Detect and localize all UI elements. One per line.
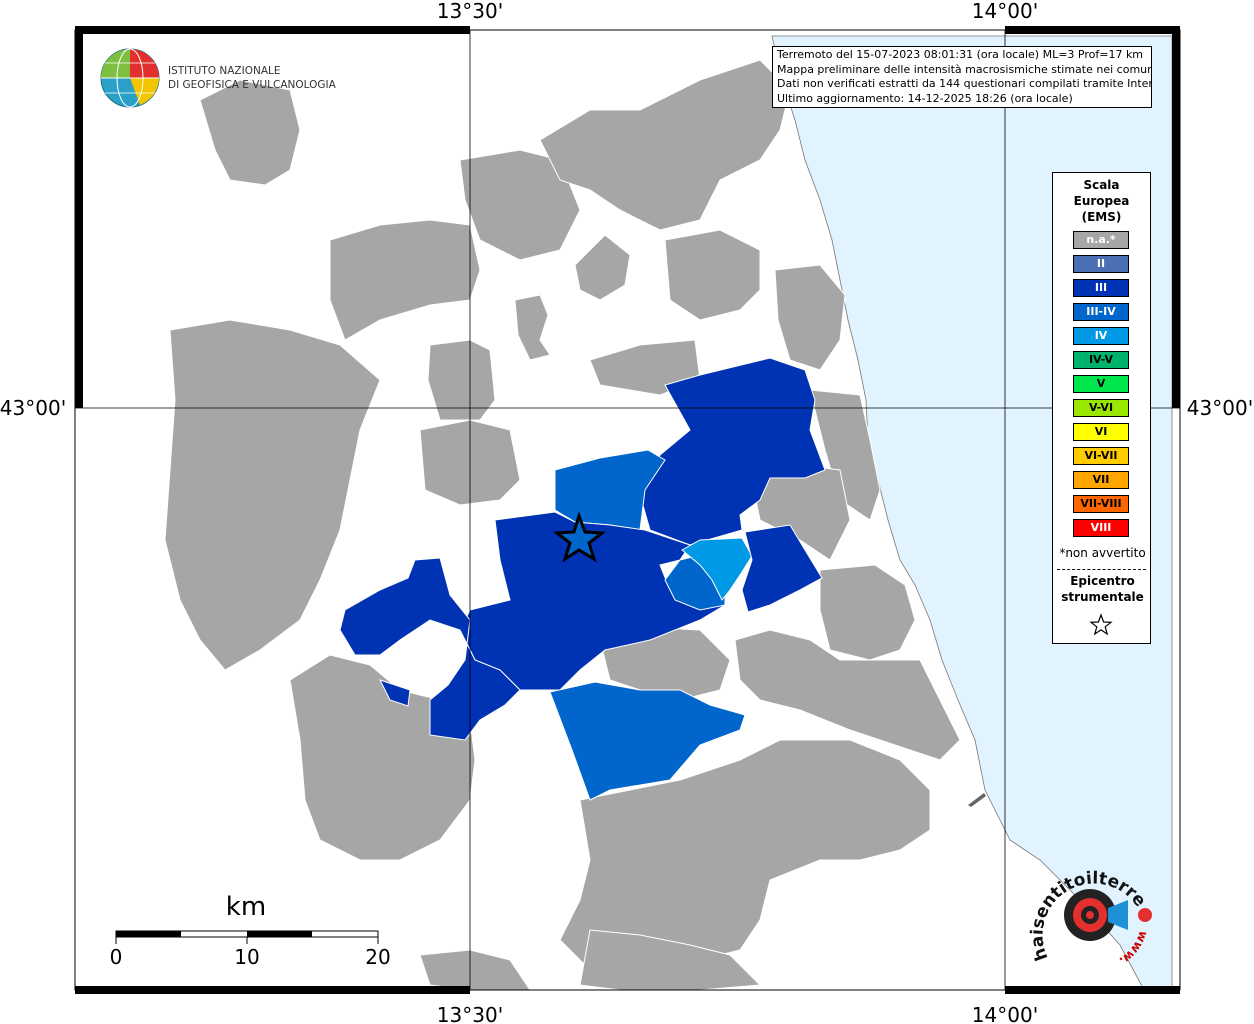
legend-item: IV-V — [1073, 351, 1129, 369]
legend-item: VIII — [1073, 519, 1129, 537]
lon-label-top-right: 14°00' — [972, 0, 1038, 23]
legend-item: IV — [1073, 327, 1129, 345]
legend-item: VII-VIII — [1073, 495, 1129, 513]
legend-epicenter-label: Epicentro strumentale — [1053, 573, 1152, 605]
ems-legend: Scala Europea (EMS) n.a.* II III III-IV IV IV… — [1052, 172, 1151, 644]
legend-item: V-VI — [1073, 399, 1129, 417]
municipalities-not-available — [164, 59, 961, 991]
institute-name-line1: ISTITUTO NAZIONALE — [168, 65, 281, 77]
lon-label-bottom-right: 14°00' — [972, 1003, 1038, 1024]
lat-label-left: 43°00' — [0, 396, 66, 420]
legend-separator — [1057, 569, 1146, 570]
legend-item: II — [1073, 255, 1129, 273]
info-line-update: Ultimo aggiornamento: 14-12-2025 18:26 (… — [777, 91, 1073, 105]
legend-not-felt-note: *non avvertito — [1059, 546, 1146, 560]
scale-label-0: 0 — [110, 945, 123, 969]
legend-item: VI-VII — [1073, 447, 1129, 465]
info-line-data: Dati non verificati estratti da 144 ques… — [777, 77, 1152, 90]
legend-title-line3: (EMS) — [1081, 210, 1122, 224]
institute-name-line2: DI GEOFISICA E VULCANOLOGIA — [168, 79, 337, 91]
municipality-ems-III-IV — [554, 449, 666, 531]
scale-bar: km 0 10 20 — [110, 892, 391, 969]
logo-megaphone-icon — [1108, 900, 1128, 930]
municipality-ems-IV — [681, 537, 753, 601]
scale-label-20: 20 — [365, 945, 390, 969]
earthquake-info-box: Terremoto del 15-07-2023 08:01:31 (ora l… — [772, 46, 1152, 108]
municipality-ems-III — [741, 524, 823, 613]
legend-item: III-IV — [1073, 303, 1129, 321]
municipalities-intensity — [339, 357, 826, 801]
info-line-map: Mappa preliminare delle intensità macros… — [777, 62, 1152, 76]
legend-epicenter-line1: Epicentro — [1070, 574, 1135, 588]
legend-item: VI — [1073, 423, 1129, 441]
info-line-event: Terremoto del 15-07-2023 08:01:31 (ora l… — [777, 48, 1144, 61]
lat-label-right: 43°00' — [1187, 396, 1253, 420]
legend-item: V — [1073, 375, 1129, 393]
lon-label-top-left: 13°30' — [437, 0, 503, 23]
legend-item: VII — [1073, 471, 1129, 489]
legend-title-line1: Scala — [1083, 178, 1120, 192]
legend-epicenter-line2: strumentale — [1061, 590, 1144, 604]
lon-label-bottom-left: 13°30' — [437, 1003, 503, 1024]
legend-item: n.a.* — [1073, 231, 1129, 249]
municipality-ems-III — [339, 557, 521, 741]
graticule — [75, 30, 1180, 990]
legend-title-line2: Europea — [1073, 194, 1130, 208]
epicenter-star-icon — [552, 511, 607, 563]
legend-item: III — [1073, 279, 1129, 297]
municipality-ems-III — [379, 679, 411, 707]
scale-unit: km — [226, 892, 266, 922]
scale-label-10: 10 — [234, 945, 259, 969]
legend-star-icon — [1089, 613, 1113, 636]
ship-icon — [968, 793, 986, 807]
municipality-ems-III-IV — [549, 681, 746, 801]
legend-title: Scala Europea (EMS) — [1053, 173, 1150, 225]
map-frame — [74, 26, 1181, 994]
ingv-logo: ISTITUTO NAZIONALE DI GEOFISICA E VULCAN… — [100, 48, 337, 108]
